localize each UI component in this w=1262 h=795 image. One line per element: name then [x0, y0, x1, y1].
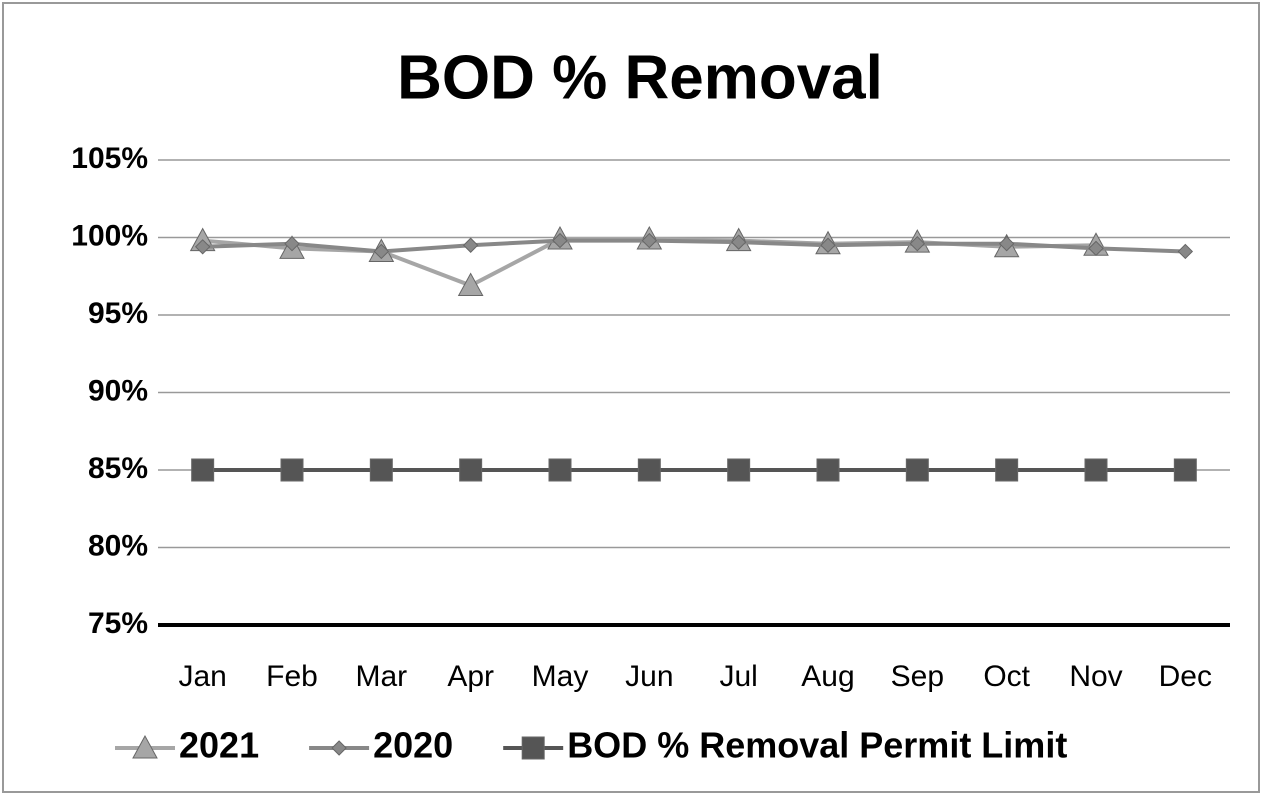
marker — [457, 272, 484, 297]
marker — [280, 458, 304, 482]
marker — [998, 235, 1015, 252]
marker — [1088, 240, 1104, 257]
marker — [459, 458, 483, 482]
x-tick-label: Jun — [625, 660, 673, 693]
x-tick-label: Mar — [355, 660, 407, 693]
legend-label: BOD % Removal Permit Limit — [567, 725, 1067, 766]
marker — [995, 458, 1019, 482]
y-tick-label: 100% — [71, 219, 148, 252]
x-tick-label: May — [532, 660, 589, 693]
marker — [905, 458, 929, 482]
chart-title: BOD % Removal — [397, 43, 883, 112]
marker — [284, 235, 300, 252]
marker — [820, 237, 836, 253]
marker — [552, 232, 568, 249]
x-tick-label: Jan — [178, 660, 226, 693]
marker — [191, 458, 215, 482]
x-tick-label: Jul — [719, 660, 757, 693]
y-tick-label: 80% — [88, 529, 148, 562]
legend-label: 2020 — [373, 725, 453, 766]
marker — [132, 734, 158, 759]
y-tick-label: 90% — [88, 374, 148, 407]
x-tick-label: Nov — [1069, 660, 1122, 693]
marker — [331, 740, 347, 756]
x-tick-label: Aug — [801, 660, 854, 693]
marker — [373, 243, 390, 260]
marker — [1084, 458, 1108, 482]
marker — [1177, 243, 1194, 260]
marker — [816, 458, 840, 482]
marker — [369, 458, 393, 482]
series-line — [202, 238, 1186, 254]
marker — [641, 232, 658, 249]
marker — [909, 235, 926, 252]
marker — [462, 237, 479, 253]
marker — [730, 234, 747, 250]
legend-label: 2021 — [179, 725, 259, 766]
y-tick-label: 75% — [88, 607, 148, 640]
y-tick-label: 85% — [88, 452, 148, 485]
x-tick-label: Dec — [1159, 660, 1212, 693]
y-tick-label: 95% — [88, 297, 148, 330]
x-tick-label: Apr — [447, 660, 494, 693]
marker — [1173, 458, 1197, 482]
marker — [521, 736, 545, 760]
y-tick-label: 105% — [71, 142, 148, 175]
marker — [727, 458, 751, 482]
x-tick-label: Feb — [266, 660, 318, 693]
x-tick-label: Sep — [891, 660, 944, 693]
x-tick-label: Oct — [983, 660, 1030, 693]
marker — [548, 458, 572, 482]
marker — [194, 239, 211, 255]
marker — [637, 458, 661, 482]
